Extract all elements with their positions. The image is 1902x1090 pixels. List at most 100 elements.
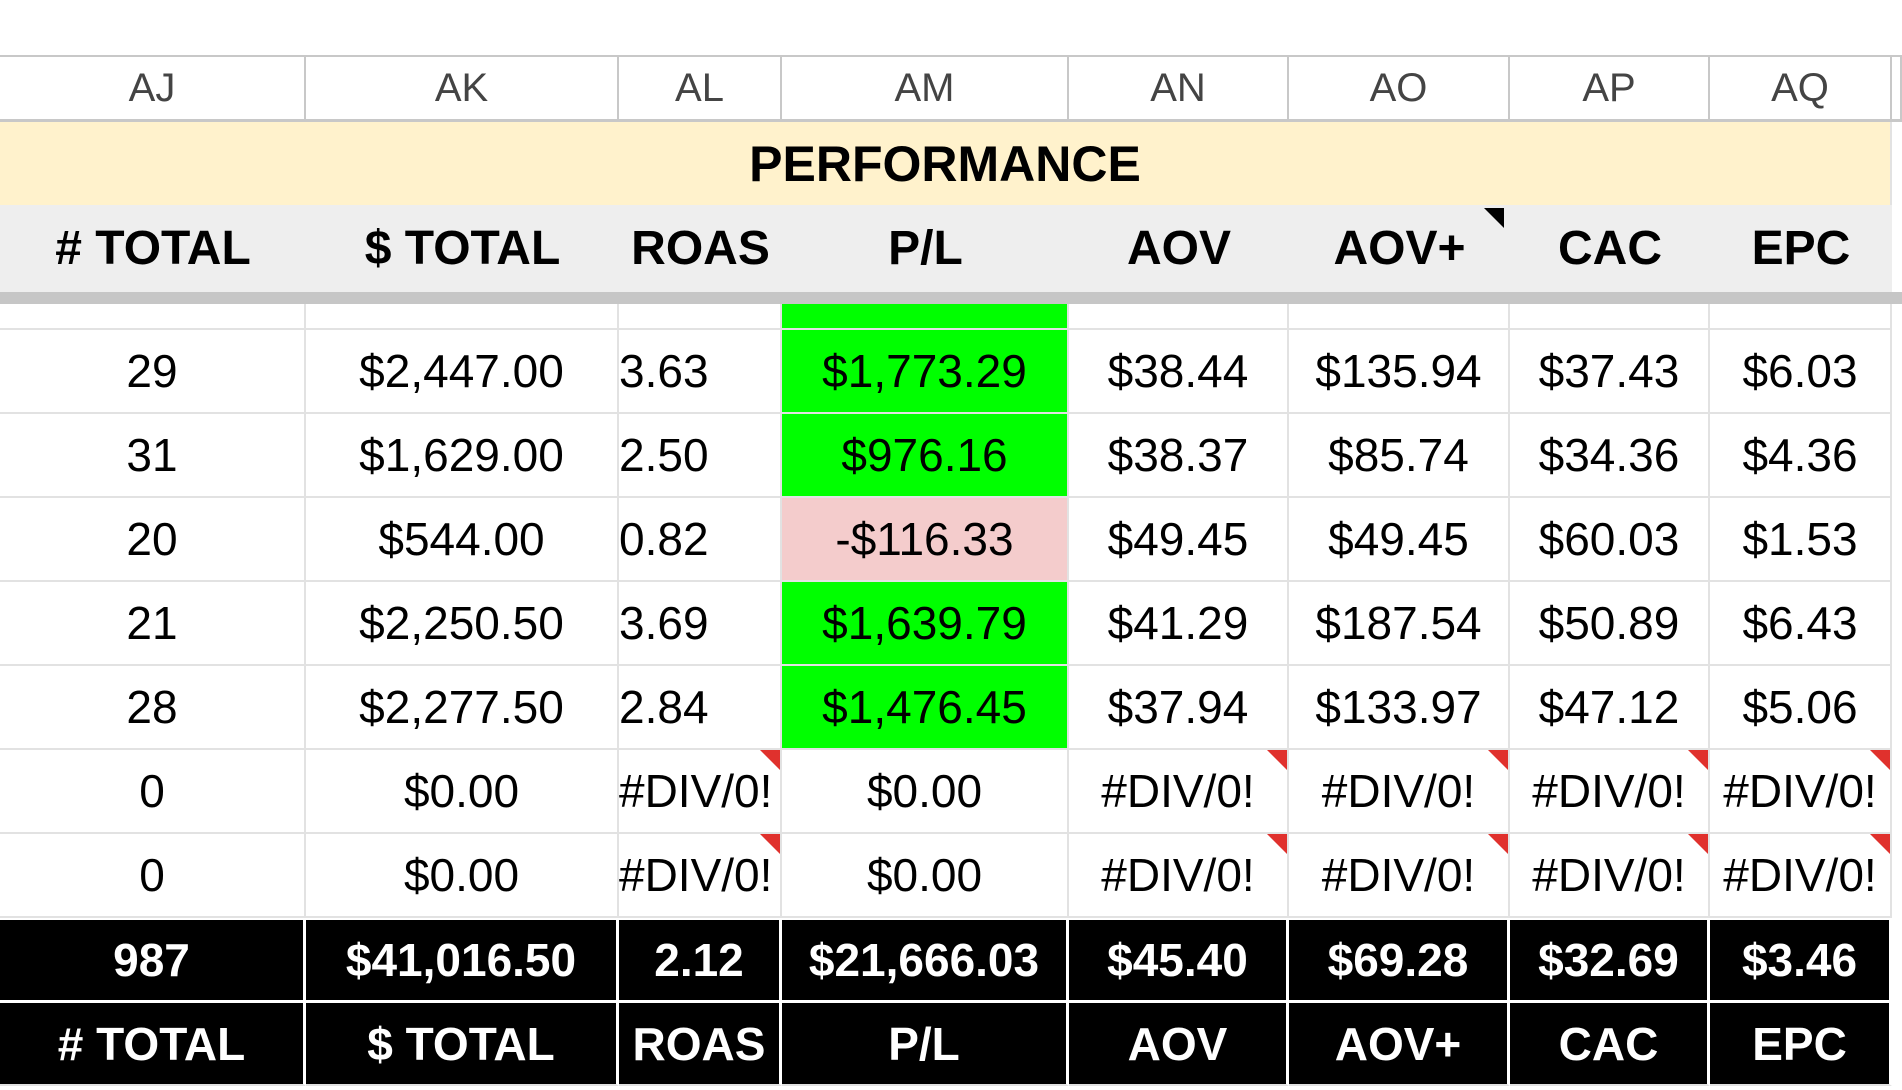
cell: #DIV/0! — [1710, 750, 1892, 834]
cell: $544.00 — [306, 498, 619, 582]
cell: 0.82 — [619, 498, 782, 582]
total-cell: 987 — [0, 920, 306, 1003]
comment-marker — [1267, 834, 1287, 854]
cell: #DIV/0! — [1069, 834, 1289, 918]
column-header: ROAS — [619, 205, 782, 292]
cell: $0.00 — [306, 750, 619, 834]
comment-marker — [1870, 750, 1890, 770]
cell: -$116.33 — [782, 498, 1069, 582]
cell: $2,277.50 — [306, 666, 619, 750]
comment-marker — [1688, 834, 1708, 854]
partial-cell — [619, 304, 782, 330]
cell: 3.63 — [619, 330, 782, 414]
cell: 2.84 — [619, 666, 782, 750]
cell: $0.00 — [306, 834, 619, 918]
cell: $4.36 — [1710, 414, 1892, 498]
comment-marker — [760, 750, 780, 770]
cell: $2,250.50 — [306, 582, 619, 666]
column-header: AOV+ — [1289, 205, 1510, 292]
column-header: AOV — [1069, 205, 1289, 292]
cell: $60.03 — [1510, 498, 1710, 582]
column-letter: AQ — [1710, 55, 1892, 122]
column-letter: AJ — [0, 55, 306, 122]
cell: $1.53 — [1710, 498, 1892, 582]
cell: 0 — [0, 750, 306, 834]
comment-marker — [1488, 750, 1508, 770]
cell: $135.94 — [1289, 330, 1510, 414]
comment-marker — [1484, 208, 1504, 228]
cell: 2.50 — [619, 414, 782, 498]
comment-marker — [760, 834, 780, 854]
cell: $49.45 — [1289, 498, 1510, 582]
column-letter-edge — [1892, 55, 1902, 122]
cell: $976.16 — [782, 414, 1069, 498]
cell: #DIV/0! — [1069, 750, 1289, 834]
cell: $50.89 — [1510, 582, 1710, 666]
comment-marker — [1870, 834, 1890, 854]
cell: 0 — [0, 834, 306, 918]
column-header: $ TOTAL — [306, 205, 619, 292]
cell: 28 — [0, 666, 306, 750]
total-cell: $69.28 — [1289, 920, 1510, 1003]
column-header: P/L — [782, 205, 1069, 292]
section-title: PERFORMANCE — [0, 122, 1892, 205]
footer-header: # TOTAL — [0, 1003, 306, 1086]
partial-cell — [1510, 304, 1710, 330]
cell: #DIV/0! — [619, 834, 782, 918]
comment-marker — [1488, 834, 1508, 854]
cell: #DIV/0! — [1510, 834, 1710, 918]
cell: 3.69 — [619, 582, 782, 666]
comment-marker — [1267, 750, 1287, 770]
cell: 20 — [0, 498, 306, 582]
frozen-divider — [0, 292, 1902, 304]
column-letter: AM — [782, 55, 1069, 122]
cell: $1,773.29 — [782, 330, 1069, 414]
cell: 29 — [0, 330, 306, 414]
cell: $41.29 — [1069, 582, 1289, 666]
cell: $85.74 — [1289, 414, 1510, 498]
partial-cell — [782, 304, 1069, 330]
column-letter: AL — [619, 55, 782, 122]
column-letter: AK — [306, 55, 619, 122]
total-cell: $32.69 — [1510, 920, 1710, 1003]
cell: $37.43 — [1510, 330, 1710, 414]
column-letter: AN — [1069, 55, 1289, 122]
column-header: # TOTAL — [0, 205, 306, 292]
column-letter: AP — [1510, 55, 1710, 122]
cell: $49.45 — [1069, 498, 1289, 582]
footer-header: EPC — [1710, 1003, 1892, 1086]
cell: $1,476.45 — [782, 666, 1069, 750]
cell: $47.12 — [1510, 666, 1710, 750]
partial-cell — [1289, 304, 1510, 330]
cell: #DIV/0! — [1289, 834, 1510, 918]
column-letter: AO — [1289, 55, 1510, 122]
cell: #DIV/0! — [1510, 750, 1710, 834]
cell: 21 — [0, 582, 306, 666]
cell: #DIV/0! — [1289, 750, 1510, 834]
footer-header: AOV+ — [1289, 1003, 1510, 1086]
cell: $38.37 — [1069, 414, 1289, 498]
cell: $0.00 — [782, 750, 1069, 834]
cell: #DIV/0! — [619, 750, 782, 834]
total-cell: $41,016.50 — [306, 920, 619, 1003]
cell: $37.94 — [1069, 666, 1289, 750]
total-cell: 2.12 — [619, 920, 782, 1003]
total-cell: $45.40 — [1069, 920, 1289, 1003]
cell: $5.06 — [1710, 666, 1892, 750]
cell: $0.00 — [782, 834, 1069, 918]
cell: $133.97 — [1289, 666, 1510, 750]
footer-header: AOV — [1069, 1003, 1289, 1086]
total-cell: $21,666.03 — [782, 920, 1069, 1003]
cell: $1,629.00 — [306, 414, 619, 498]
column-header: CAC — [1510, 205, 1710, 292]
comment-marker — [1688, 750, 1708, 770]
cell: $34.36 — [1510, 414, 1710, 498]
cell: $6.43 — [1710, 582, 1892, 666]
cell: $6.03 — [1710, 330, 1892, 414]
footer-header: ROAS — [619, 1003, 782, 1086]
cell: #DIV/0! — [1710, 834, 1892, 918]
partial-cell — [1710, 304, 1892, 330]
partial-cell — [306, 304, 619, 330]
